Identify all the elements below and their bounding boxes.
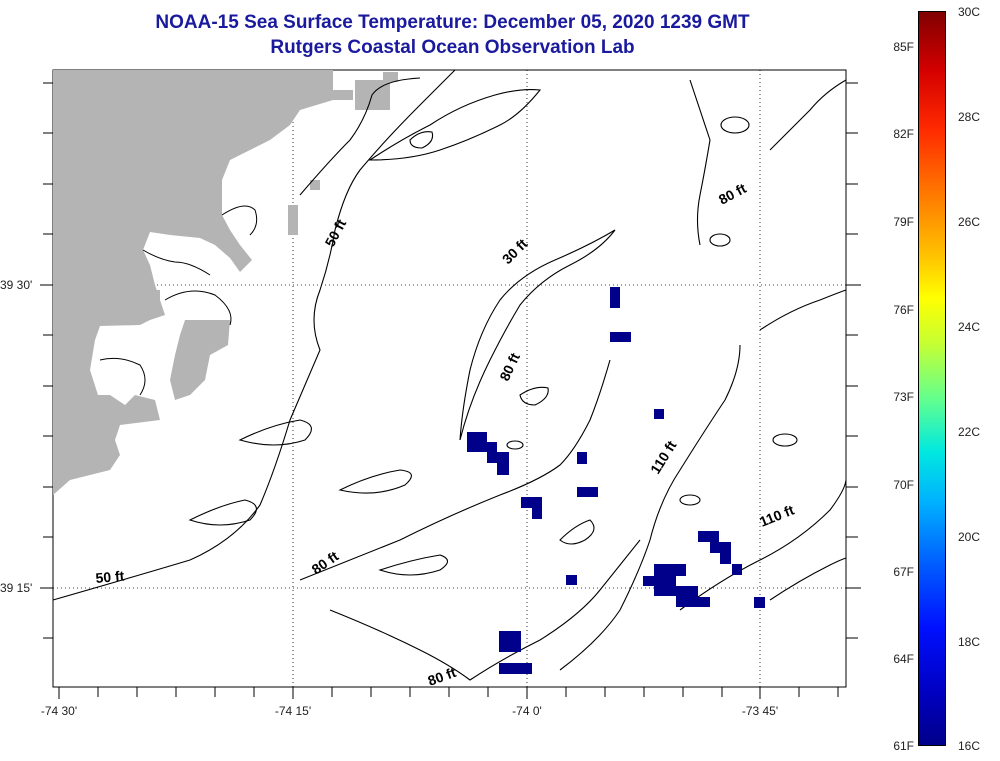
colorbar-f-label: 82F	[893, 127, 914, 141]
land-mass	[53, 70, 333, 495]
land-pixel	[310, 180, 320, 190]
lon-label: -73 45'	[741, 704, 779, 718]
colorbar-c-label: 28C	[958, 110, 981, 124]
coastline	[99, 205, 258, 396]
colorbar-f-label: 70F	[893, 478, 914, 492]
sst-pixels	[467, 287, 765, 674]
contour-110ft-ne	[769, 79, 847, 151]
lon-label: -74 0'	[512, 704, 542, 718]
colorbar-f-label: 79F	[893, 215, 914, 229]
contour-80ft-south	[299, 359, 611, 581]
contour-80ft-shoal	[368, 89, 542, 161]
colorbar-c-label: 26C	[958, 215, 981, 229]
colorbar-f-label: 73F	[893, 390, 914, 404]
land-pixel	[288, 205, 298, 235]
colorbar-f-label: 61F	[893, 739, 914, 753]
contour-edge-se	[769, 557, 847, 601]
colorbar-f-label: 76F	[893, 303, 914, 317]
colorbar-c-label: 16C	[958, 739, 981, 753]
temperature-colorbar	[918, 11, 946, 746]
contour-label: 50 ft	[95, 568, 125, 586]
land-pixel	[383, 72, 398, 82]
contour-110ft	[559, 344, 741, 671]
colorbar-c-label: 30C	[958, 5, 981, 19]
colorbar-f-label: 85F	[893, 40, 914, 54]
contour-30ft	[299, 77, 421, 196]
map-title: NOAA-15 Sea Surface Temperature: Decembe…	[155, 12, 750, 33]
colorbar-f-label: 64F	[893, 652, 914, 666]
colorbar-c-label: 22C	[958, 425, 981, 439]
colorbar-c-label: 18C	[958, 635, 981, 649]
contour-50ft-north	[52, 69, 456, 601]
contour-110ft-east	[679, 479, 847, 611]
bathymetry-contours	[52, 69, 847, 681]
land-island	[170, 320, 230, 400]
contour-80ft-ne	[689, 79, 711, 246]
lon-label: -74 15'	[274, 704, 312, 718]
lon-label: -74 30'	[40, 704, 78, 718]
lat-label: 39 30'	[0, 278, 33, 292]
map-subtitle: Rutgers Coastal Ocean Observation Lab	[270, 37, 635, 58]
contour-80ft-lower	[329, 539, 641, 681]
contour-80ft-ridge	[459, 229, 616, 441]
graticule	[53, 70, 846, 687]
colorbar-c-label: 24C	[958, 320, 981, 334]
lat-label: 39 15'	[0, 581, 33, 595]
land-pixel	[150, 290, 160, 305]
axis-ticks	[40, 82, 861, 699]
contour-shelf-east	[759, 289, 847, 331]
colorbar-c-label: 20C	[958, 530, 981, 544]
colorbar-f-label: 67F	[893, 565, 914, 579]
land-pixel	[333, 90, 353, 100]
